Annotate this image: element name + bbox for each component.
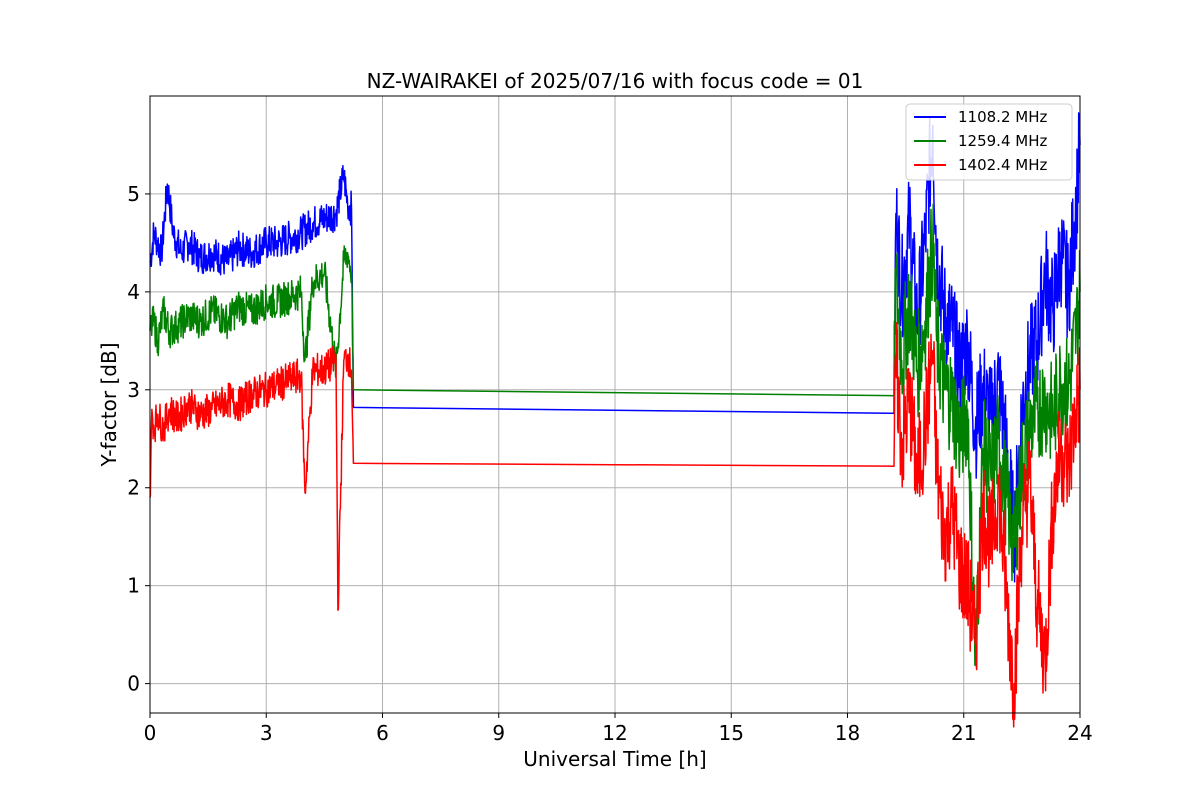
- series-lines: [149, 112, 1081, 728]
- y-axis-label: Y-factor [dB]: [97, 342, 121, 467]
- x-tick-label: 21: [951, 721, 976, 745]
- y-tick-label: 4: [127, 280, 140, 304]
- y-tick-label: 3: [127, 378, 140, 402]
- y-tick-label: 2: [127, 476, 140, 500]
- x-tick-label: 9: [492, 721, 505, 745]
- legend: 1108.2 MHz 1259.4 MHz 1402.4 MHz: [905, 103, 1073, 181]
- x-tick-label: 12: [602, 721, 627, 745]
- y-tick-label: 1: [127, 574, 140, 598]
- legend-label: 1108.2 MHz: [958, 108, 1047, 126]
- series-line: [149, 203, 1081, 666]
- legend-box: [905, 103, 1073, 181]
- chart-title: NZ-WAIRAKEI of 2025/07/16 with focus cod…: [367, 69, 864, 93]
- legend-label: 1259.4 MHz: [958, 132, 1047, 150]
- x-tick-label: 0: [144, 721, 157, 745]
- x-tick-label: 18: [835, 721, 860, 745]
- y-tick-label: 0: [127, 672, 140, 696]
- x-tick-label: 6: [376, 721, 389, 745]
- x-tick-label: 3: [260, 721, 273, 745]
- series-line: [149, 322, 1081, 728]
- x-tick-label: 15: [719, 721, 744, 745]
- series-line: [149, 112, 1081, 583]
- x-axis-label: Universal Time [h]: [523, 747, 706, 771]
- x-tick-label: 24: [1067, 721, 1092, 745]
- y-tick-label: 5: [127, 182, 140, 206]
- legend-label: 1402.4 MHz: [958, 156, 1047, 174]
